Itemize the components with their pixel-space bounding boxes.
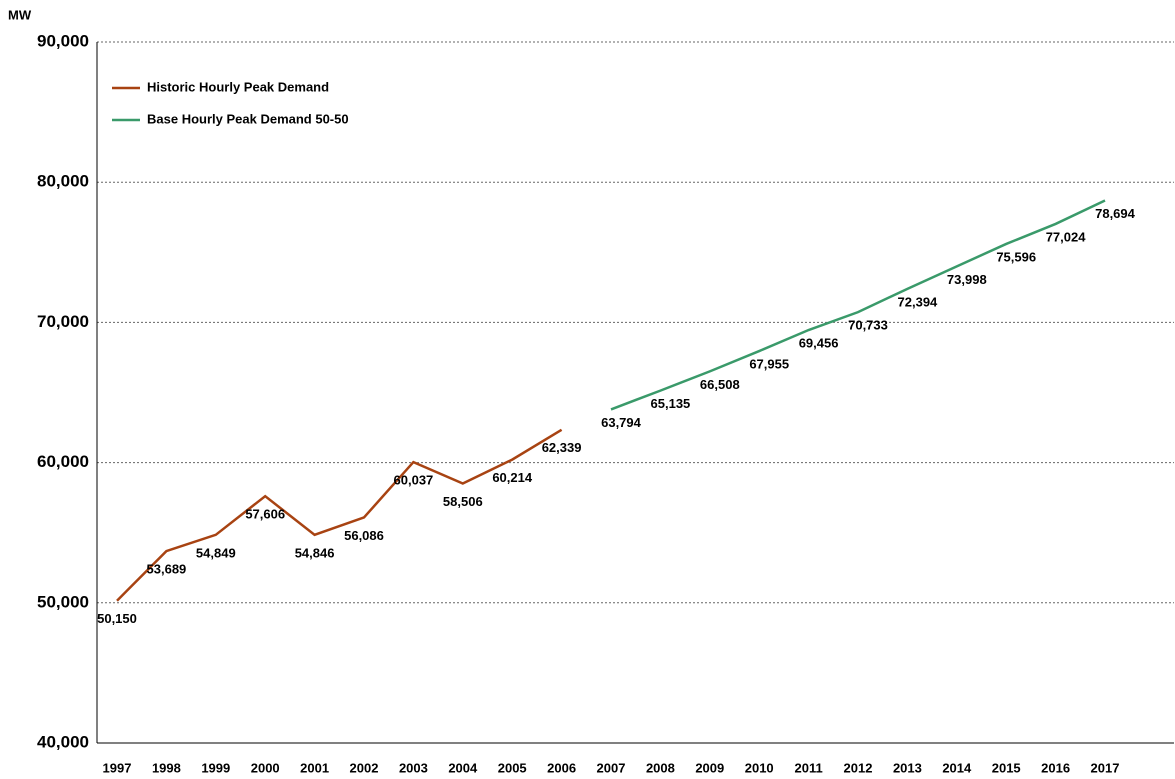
y-tick-label: 70,000: [37, 312, 89, 331]
data-label: 72,394: [898, 294, 939, 309]
data-label: 67,955: [749, 357, 789, 372]
data-label: 54,849: [196, 545, 236, 560]
series-line: [610, 199, 1106, 411]
x-tick-label: 1997: [103, 760, 132, 775]
x-tick-label: 2007: [597, 760, 626, 775]
x-tick-label: 2005: [498, 760, 527, 775]
y-tick-label: 90,000: [37, 31, 89, 50]
x-tick-label: 2014: [942, 760, 972, 775]
data-label: 57,606: [245, 507, 285, 522]
series-line: [116, 428, 563, 602]
data-label: 50,150: [97, 611, 137, 626]
x-tick-label: 2009: [695, 760, 724, 775]
x-tick-label: 2006: [547, 760, 576, 775]
data-label: 60,214: [492, 470, 533, 485]
data-label: 65,135: [651, 396, 691, 411]
legend-label: Base Hourly Peak Demand 50-50: [147, 111, 349, 126]
y-tick-label: 60,000: [37, 452, 89, 471]
data-label: 73,998: [947, 272, 987, 287]
data-label: 66,508: [700, 377, 740, 392]
data-label: 69,456: [799, 335, 839, 350]
y-tick-label: 40,000: [37, 732, 89, 751]
x-tick-label: 1998: [152, 760, 181, 775]
data-label: 62,339: [542, 440, 582, 455]
data-label: 75,596: [996, 249, 1036, 264]
x-tick-label: 2017: [1091, 760, 1120, 775]
data-label: 78,694: [1095, 206, 1136, 221]
data-label: 77,024: [1046, 229, 1087, 244]
y-tick-label: 50,000: [37, 592, 89, 611]
x-tick-label: 2012: [844, 760, 873, 775]
x-tick-label: 2013: [893, 760, 922, 775]
x-tick-label: 2001: [300, 760, 329, 775]
x-tick-label: 2002: [350, 760, 379, 775]
x-tick-label: 2008: [646, 760, 675, 775]
x-tick-label: 2000: [251, 760, 280, 775]
x-tick-label: 2016: [1041, 760, 1070, 775]
x-tick-label: 2010: [745, 760, 774, 775]
data-label: 58,506: [443, 494, 483, 509]
data-label: 53,689: [147, 562, 187, 577]
y-tick-label: 80,000: [37, 172, 89, 191]
data-label: 56,086: [344, 528, 384, 543]
data-label: 63,794: [601, 415, 642, 430]
y-axis-label: MW: [8, 7, 32, 22]
legend-label: Historic Hourly Peak Demand: [147, 79, 329, 94]
data-label: 70,733: [848, 318, 888, 333]
x-tick-label: 2003: [399, 760, 428, 775]
data-label: 54,846: [295, 545, 335, 560]
data-label: 60,037: [394, 473, 434, 488]
x-tick-label: 2004: [448, 760, 478, 775]
x-tick-label: 2011: [794, 760, 822, 775]
x-tick-label: 1999: [201, 760, 230, 775]
x-tick-label: 2015: [992, 760, 1021, 775]
